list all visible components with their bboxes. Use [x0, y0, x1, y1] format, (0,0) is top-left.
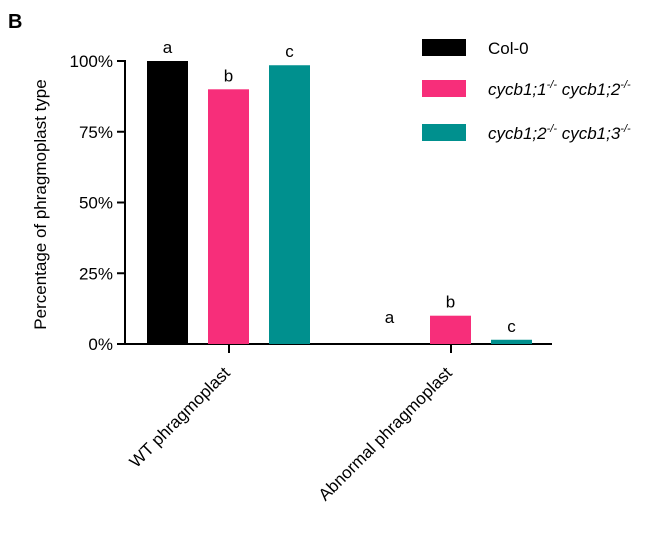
- significance-letter: a: [163, 38, 173, 57]
- legend-label: cycb1;1-/- cycb1;2-/-: [488, 79, 631, 99]
- y-tick-label: 75%: [79, 123, 113, 142]
- x-tick-label: WT phragmoplast: [126, 363, 234, 471]
- bar: [147, 61, 188, 344]
- y-axis-title: Percentage of phragmoplast type: [31, 79, 50, 329]
- bar: [208, 89, 249, 344]
- y-tick-label: 50%: [79, 194, 113, 213]
- significance-letter: c: [285, 42, 294, 61]
- y-tick-labels: 0% 25% 50% 75% 100%: [70, 52, 113, 354]
- bar: [491, 340, 532, 344]
- legend-label: cycb1;2-/- cycb1;3-/-: [488, 123, 631, 143]
- y-tick-label: 100%: [70, 52, 113, 71]
- significance-letter: b: [224, 66, 233, 85]
- x-tick-label: Abnormal phragmoplast: [315, 363, 456, 504]
- y-tick-label: 25%: [79, 264, 113, 283]
- legend: Col-0 cycb1;1-/- cycb1;2-/- cycb1;2-/- cyc…: [422, 39, 631, 143]
- bars: [147, 61, 532, 344]
- legend-label: Col-0: [488, 39, 529, 58]
- legend-swatch: [422, 80, 466, 97]
- panel-label: B: [8, 11, 22, 33]
- significance-letter: a: [385, 308, 395, 327]
- legend-swatch: [422, 39, 466, 56]
- x-tick-labels: WT phragmoplast Abnormal phragmoplast: [126, 363, 456, 504]
- bar: [269, 65, 310, 344]
- significance-letter: c: [507, 317, 516, 336]
- significance-letter: b: [446, 293, 455, 312]
- y-tick-label: 0%: [88, 335, 113, 354]
- legend-swatch: [422, 124, 466, 141]
- bar: [430, 316, 471, 344]
